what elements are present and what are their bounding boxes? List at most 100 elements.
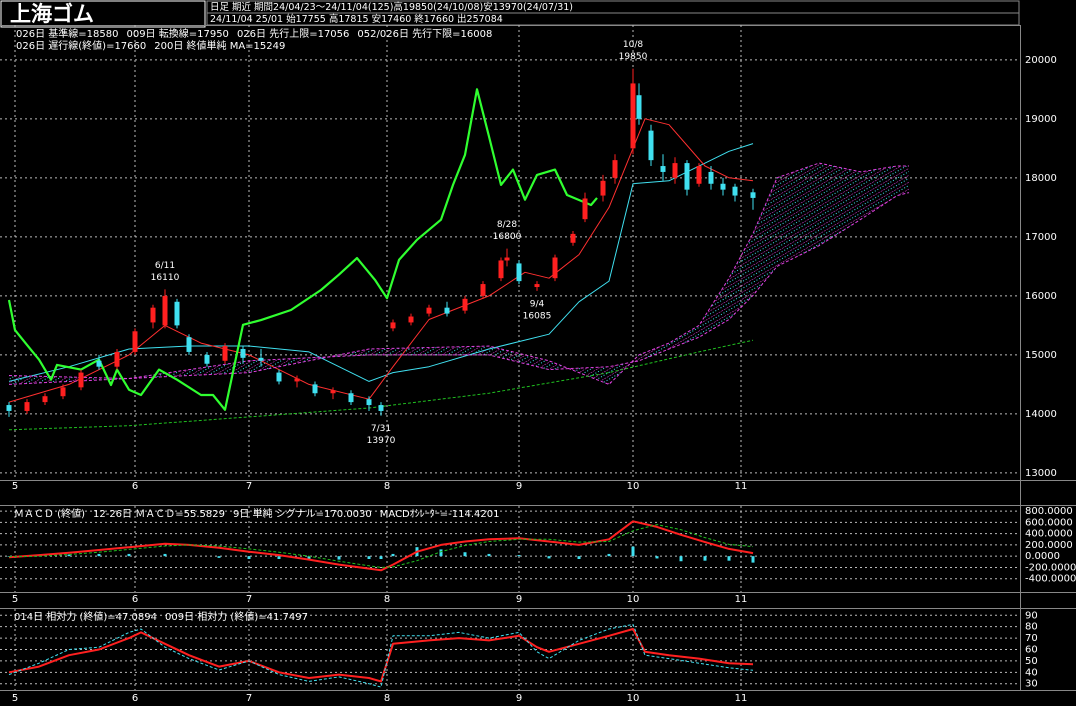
y-tick-label: 600.0000 [1025, 517, 1073, 528]
y-tick-label: 50 [1025, 656, 1038, 667]
annotation-value: 16800 [493, 232, 522, 242]
histogram-bar [727, 556, 731, 561]
indicator-line [8, 524, 754, 568]
cloud-fill [639, 343, 669, 361]
legend-entry: 026日 基準線=18580 [16, 27, 118, 40]
candle-body [750, 192, 756, 198]
legend-entry: 9日 単純 シグナル=170.0030 [233, 507, 372, 520]
candle-body [348, 393, 354, 403]
y-tick-label: 16000 [1025, 291, 1057, 302]
y-tick-label: 200.0000 [1025, 540, 1073, 551]
histogram-bar [631, 546, 635, 557]
cloud-fill [729, 233, 753, 320]
x-tick-label: 9 [516, 481, 522, 492]
cloud-fill [861, 166, 897, 220]
histogram-bar [547, 556, 551, 559]
legend-entry: 009日 相対力 (終値)=41.7497 [165, 610, 308, 623]
histogram-bar [679, 556, 683, 562]
y-tick-label: 13000 [1025, 468, 1057, 479]
candle-body [720, 183, 726, 190]
x-tick-label: 6 [132, 481, 138, 492]
x-tick-label: 11 [735, 481, 748, 492]
candle-body [294, 378, 300, 382]
y-tick-label: 30 [1025, 679, 1038, 690]
x-tick-label: 10 [627, 481, 640, 492]
annotation-value: 16085 [523, 311, 552, 321]
x-tick-label: 5 [12, 481, 18, 492]
candle-body [708, 171, 714, 184]
x-tick-label: 9 [516, 594, 522, 605]
candle-body [162, 295, 168, 326]
histogram-bar [97, 553, 101, 557]
indicator-line [8, 339, 754, 431]
symbol-box [0, 0, 206, 28]
candle-body [426, 307, 432, 314]
histogram-bar [487, 553, 491, 557]
y-tick-label: 19000 [1025, 114, 1057, 125]
indicator-line [7, 88, 598, 411]
y-tick-label: -200.0000 [1025, 562, 1076, 573]
y-tick-label: 20000 [1025, 55, 1057, 66]
annotation-date: 10/8 [623, 40, 643, 50]
legend-entry: 12-26日 ＭＡＣＤ=55.5829 [93, 509, 225, 520]
indicator-line [8, 623, 754, 688]
annotation-value: 16110 [151, 273, 180, 283]
x-tick-label: 8 [384, 594, 390, 605]
legend-entry: 026日 先行上限=17056 [237, 27, 349, 40]
y-tick-label: 14000 [1025, 409, 1057, 420]
candle-body [378, 405, 384, 411]
histogram-bar [163, 553, 167, 557]
y-tick-label: 80 [1025, 622, 1038, 633]
x-tick-label: 7 [246, 594, 252, 605]
histogram-bar [217, 556, 221, 558]
candle-body [132, 331, 138, 352]
y-tick-label: -400.0000 [1025, 574, 1076, 585]
legend-entry: MACDｵｼﾚｰﾀｰ=-114.4201 [380, 508, 500, 520]
candle-body [258, 357, 264, 361]
histogram-bar [655, 556, 659, 559]
annotation-value: 19850 [619, 52, 648, 62]
histogram-bar [127, 553, 131, 557]
candle-body [696, 166, 702, 184]
histogram-bar [517, 555, 521, 557]
y-tick-label: 90 [1025, 610, 1038, 621]
candle-body [240, 348, 246, 358]
candle-body [78, 372, 84, 388]
y-tick-label: 60 [1025, 645, 1038, 656]
x-tick-label: 8 [384, 693, 390, 704]
candle-body [444, 307, 450, 314]
annotation-date: 8/28 [497, 220, 517, 230]
candle-body [186, 337, 192, 352]
x-tick-label: 5 [12, 693, 18, 704]
candle-body [312, 384, 318, 394]
indicator-line [8, 628, 754, 683]
histogram-bar [577, 556, 581, 559]
candle-body [96, 360, 102, 367]
histogram-bar [337, 556, 341, 560]
y-tick-label: 0.0000 [1025, 551, 1060, 562]
candle-body [636, 95, 642, 119]
annotation-date: 9/4 [530, 299, 545, 309]
legend-entry: 200日 終値単純 MA=15249 [154, 39, 285, 52]
candle-body [600, 180, 606, 196]
candle-body [582, 198, 588, 220]
candle-body [366, 399, 372, 406]
info-line: 日足 期近 期間24/04/23～24/11/04(125)高19850(24/… [210, 1, 573, 13]
candle-body [42, 396, 48, 403]
candle-body [660, 166, 666, 172]
cloud-fill [699, 278, 729, 338]
candle-body [276, 372, 282, 382]
y-tick-label: 70 [1025, 633, 1038, 644]
x-tick-label: 10 [627, 594, 640, 605]
candle-body [648, 130, 654, 161]
candle-body [504, 257, 510, 261]
candle-body [60, 387, 66, 397]
indicator-line [8, 118, 754, 403]
candle-body [570, 233, 576, 243]
indicator-line [8, 143, 754, 382]
symbol: 上海ゴム [10, 2, 94, 26]
cloud-fill [897, 166, 909, 196]
x-tick-label: 11 [735, 594, 748, 605]
histogram-bar [307, 556, 311, 560]
